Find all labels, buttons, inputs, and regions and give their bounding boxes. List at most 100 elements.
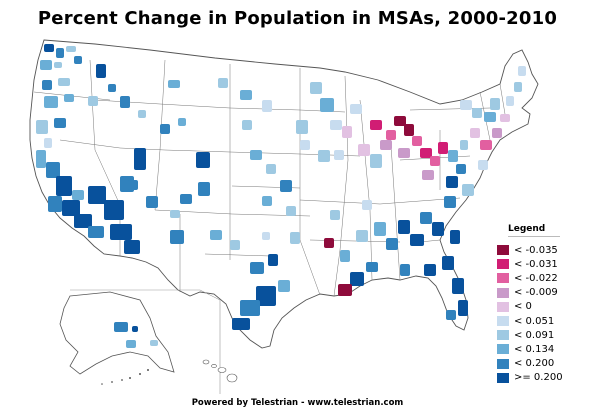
msa-region [56, 176, 72, 196]
msa-region [318, 150, 330, 162]
legend-item: >= 0.200 [497, 371, 577, 385]
msa-region [88, 226, 104, 238]
msa-region [324, 238, 334, 248]
msa-region [72, 190, 84, 200]
msa-region [370, 154, 382, 168]
msa-region [178, 118, 186, 126]
msa-region [350, 104, 362, 114]
msa-region [366, 262, 378, 272]
msa-region [44, 44, 54, 52]
legend-item: < 0.051 [497, 314, 577, 328]
msa-region [66, 46, 76, 52]
legend-label: < 0.091 [514, 329, 555, 341]
map-title: Percent Change in Population in MSAs, 20… [37, 8, 558, 29]
legend-label: < 0 [514, 301, 532, 313]
legend-item: < -0.022 [497, 271, 577, 285]
legend-swatch [497, 273, 509, 284]
legend-label: < 0.200 [514, 358, 555, 370]
msa-region [340, 250, 350, 262]
msa-region [386, 130, 396, 140]
legend-item: < 0.200 [497, 357, 577, 371]
msa-region [310, 82, 322, 94]
msa-region [422, 170, 434, 180]
msa-region [256, 286, 276, 306]
msa-region [132, 326, 138, 332]
msa-region [210, 230, 222, 240]
msa-region [320, 98, 334, 112]
legend-title: Legend [508, 224, 560, 237]
msa-region [134, 148, 146, 170]
msa-region [88, 186, 106, 204]
msa-region [40, 60, 52, 70]
msa-region [146, 196, 158, 208]
msa-region [420, 148, 432, 158]
msa-region [394, 116, 406, 126]
msa-region [138, 110, 146, 118]
msa-region [458, 300, 468, 316]
msa-region [104, 200, 124, 220]
msa-region [490, 98, 500, 110]
legend-swatch [497, 301, 509, 312]
msa-region [462, 184, 474, 196]
msa-region [180, 194, 192, 204]
msa-region [196, 152, 210, 168]
msa-region [150, 340, 158, 346]
msa-region [242, 120, 252, 130]
msa-region [456, 164, 466, 174]
msa-region [420, 212, 432, 224]
msa-region [126, 340, 136, 348]
msa-region [506, 96, 514, 106]
msa-region [452, 278, 464, 294]
msa-region [240, 300, 260, 316]
msa-region [424, 264, 436, 276]
legend-swatch [497, 287, 509, 298]
msa-region [362, 200, 372, 210]
legend-item: < 0 [497, 300, 577, 314]
legend-item: < 0.134 [497, 342, 577, 356]
msa-region [500, 114, 510, 122]
msa-region [430, 156, 440, 166]
msa-region [350, 272, 364, 286]
msa-region [48, 196, 62, 212]
msa-region [108, 84, 116, 92]
msa-region [74, 56, 82, 64]
msa-region [404, 124, 414, 136]
legend-item: < -0.009 [497, 286, 577, 300]
msa-region [398, 220, 410, 234]
msa-region [478, 160, 488, 170]
msa-region [450, 230, 460, 244]
msa-region [232, 318, 250, 330]
msa-region [266, 164, 276, 174]
legend-label: >= 0.200 [514, 372, 563, 384]
msa-region [460, 140, 468, 150]
legend-swatch [497, 344, 509, 355]
msa-region [448, 150, 458, 162]
legend-item: < -0.035 [497, 243, 577, 257]
msa-region [46, 162, 60, 178]
msa-region [356, 230, 368, 242]
msa-region [120, 96, 130, 108]
legend-swatch [497, 358, 509, 369]
msa-region [44, 138, 52, 148]
legend-swatch [497, 316, 509, 327]
msa-region [296, 120, 308, 134]
msa-region [290, 232, 300, 244]
msa-region [484, 112, 496, 122]
msa-region [480, 140, 492, 150]
msa-region [386, 238, 398, 250]
msa-region [230, 240, 240, 250]
msa-region [442, 256, 454, 270]
legend-label: < 0.134 [514, 343, 555, 355]
msa-region [280, 180, 292, 192]
legend-swatch [497, 330, 509, 341]
msa-region [446, 310, 456, 320]
msa-region [170, 210, 180, 218]
msa-region [88, 96, 98, 106]
legend-label: < -0.035 [514, 244, 558, 256]
legend-item: < 0.091 [497, 328, 577, 342]
alaska-outline [59, 291, 175, 375]
msa-region [250, 262, 264, 274]
msa-region [446, 176, 458, 188]
legend-items: < -0.035 < -0.031 < -0.022 < -0.009 < 0 … [497, 243, 577, 385]
msa-region [110, 224, 132, 240]
